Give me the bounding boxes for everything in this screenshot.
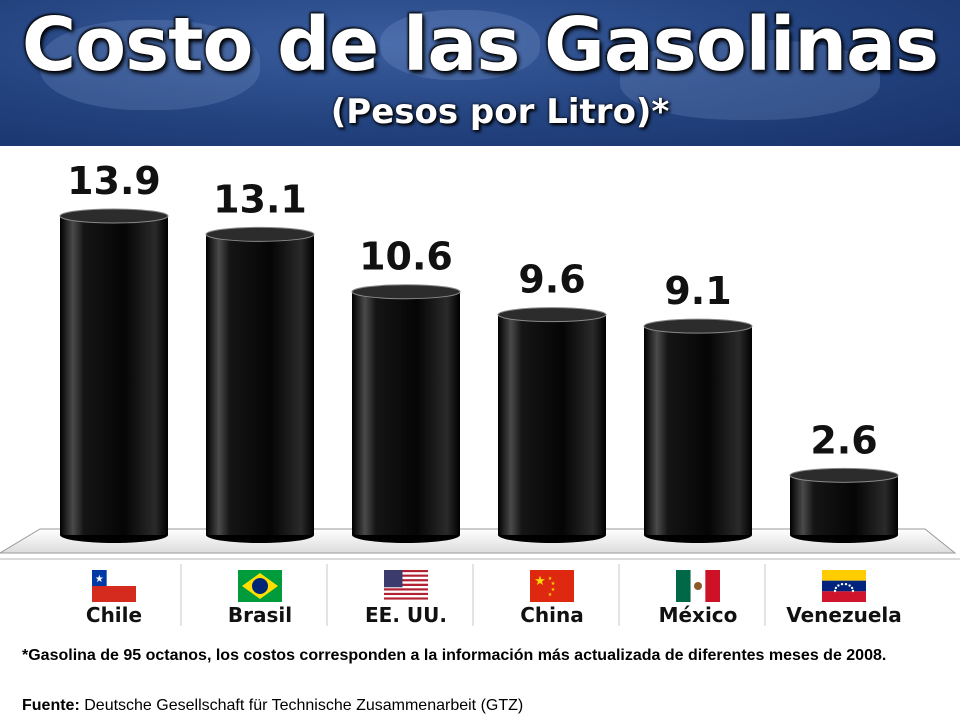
mexico-flag-icon [676, 570, 720, 602]
svg-text:★: ★ [95, 574, 104, 585]
source-text: Deutsche Gesellschaft für Technische Zus… [84, 697, 524, 714]
venezuela-flag-icon [822, 570, 866, 602]
data-label: 13.9 [67, 159, 161, 203]
data-label: 9.6 [518, 258, 585, 302]
bar [351, 284, 461, 543]
category-tick-label: Chile [86, 603, 142, 627]
usa-flag-icon [384, 570, 428, 602]
category-tick-label: China [520, 603, 584, 627]
svg-text:★: ★ [551, 581, 556, 587]
category-tick-label: Venezuela [786, 603, 902, 627]
svg-text:★: ★ [548, 592, 553, 598]
category-dividers [180, 564, 766, 626]
chile-flag-icon: ★ [92, 570, 136, 602]
map-continent-shape [620, 40, 880, 120]
data-label: 9.1 [664, 269, 731, 313]
china-flag-icon: ★ ★★★★ [530, 570, 574, 602]
map-continent-shape [380, 10, 540, 80]
category-tick-label: Brasil [228, 603, 292, 627]
svg-text:★: ★ [534, 574, 546, 589]
map-continent-shape [40, 20, 260, 110]
data-label: 10.6 [359, 235, 453, 279]
bar-chart: 13.9 13.110.69.6 9.12.6 ★ ★ ★★★★ Chile Brasil… [0, 159, 960, 627]
data-label: 2.6 [810, 418, 877, 462]
svg-text:★: ★ [551, 587, 556, 593]
title-banner: Costo de las Gasolinas (Pesos por Litro)… [0, 0, 960, 146]
bar [789, 467, 899, 543]
data-label: 13.1 [213, 177, 307, 221]
category-tick-label: EE. UU. [365, 603, 447, 627]
bar [497, 307, 607, 543]
source-line: Fuente: Deutsche Gesellschaft für Techni… [22, 697, 952, 715]
chart-title: Costo de las Gasolinas [21, 2, 939, 88]
category-tick-label: México [659, 603, 738, 627]
svg-text:★: ★ [548, 576, 553, 582]
source-label: Fuente: [22, 697, 80, 714]
chart-subtitle: (Pesos por Litro)* [330, 92, 670, 132]
bar [643, 318, 753, 543]
footnote-text: *Gasolina de 95 octanos, los costos corr… [22, 647, 887, 664]
bar [205, 226, 315, 543]
bar [59, 208, 169, 543]
brazil-flag-icon [238, 570, 282, 602]
